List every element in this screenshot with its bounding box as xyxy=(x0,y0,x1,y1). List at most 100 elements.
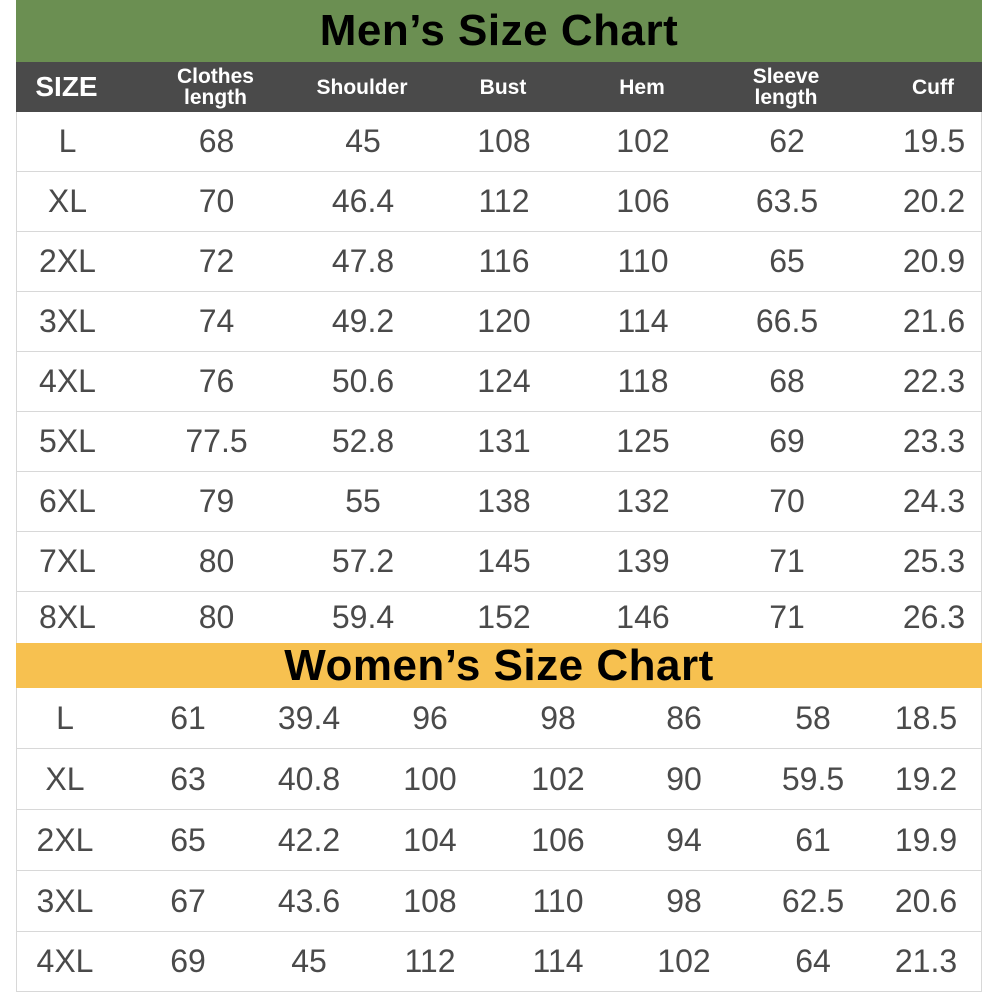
mens-value-cell: 45 xyxy=(345,123,381,159)
mens-value-cell: 112 xyxy=(478,183,530,219)
mens-value-cell: 102 xyxy=(616,123,670,159)
mens-value-cell: 19.5 xyxy=(902,123,966,159)
mens-size-cell: 6XL xyxy=(39,483,96,519)
womens-value-cell: 106 xyxy=(531,821,585,858)
mens-value-cell: 132 xyxy=(616,483,670,519)
mens-chart-title: Men’s Size Chart xyxy=(16,0,982,62)
mens-size-cell: 2XL xyxy=(39,243,96,279)
womens-size-cell: XL xyxy=(45,760,85,797)
mens-value-cell: 69 xyxy=(769,423,805,459)
womens-value-cell: 43.6 xyxy=(277,882,341,919)
header-clothes-length: Clothes length xyxy=(176,65,254,109)
womens-size-cell: L xyxy=(56,699,74,736)
womens-table-body: L 61 39.4 96 98 86 58 18.5 XL 63 40.8 100 102 90 59.5 1… xyxy=(16,688,982,992)
womens-value-cell: 18.5 xyxy=(894,699,958,736)
mens-value-cell: 71 xyxy=(769,543,805,579)
mens-value-cell: 110 xyxy=(617,243,669,279)
womens-value-cell: 63 xyxy=(170,760,206,797)
mens-table-row: 7XL 80 57.2 145 139 71 25.3 xyxy=(17,532,981,592)
mens-value-cell: 66.5 xyxy=(755,303,819,339)
mens-table-row: XL 70 46.4 112 106 63.5 20.2 xyxy=(17,172,981,232)
mens-value-cell: 106 xyxy=(616,183,670,219)
mens-value-cell: 22.3 xyxy=(902,363,966,399)
womens-value-cell: 102 xyxy=(531,760,585,797)
womens-value-cell: 65 xyxy=(170,821,206,858)
mens-size-cell: XL xyxy=(47,183,88,219)
mens-table-row: 3XL 74 49.2 120 114 66.5 21.6 xyxy=(17,292,981,352)
womens-table-row: 3XL 67 43.6 108 110 98 62.5 20.6 xyxy=(17,871,981,932)
womens-value-cell: 108 xyxy=(403,882,457,919)
header-sleeve-length: Sleeve length xyxy=(752,65,820,109)
womens-table-row: 4XL 69 45 112 114 102 64 21.3 xyxy=(17,932,981,992)
mens-value-cell: 46.4 xyxy=(331,183,395,219)
mens-value-cell: 70 xyxy=(769,483,805,519)
mens-value-cell: 57.2 xyxy=(331,543,395,579)
mens-value-cell: 114 xyxy=(617,303,669,339)
mens-value-cell: 152 xyxy=(477,599,531,635)
womens-size-cell: 2XL xyxy=(36,821,94,858)
header-shoulder: Shoulder xyxy=(316,75,408,99)
womens-value-cell: 94 xyxy=(666,821,702,858)
mens-value-cell: 138 xyxy=(477,483,531,519)
mens-table-body: L 68 45 108 102 62 19.5 XL 70 46.4 112 106 63.5 20.2 2… xyxy=(16,112,982,643)
womens-value-cell: 21.3 xyxy=(894,943,958,979)
womens-value-cell: 45 xyxy=(291,943,327,979)
mens-value-cell: 20.2 xyxy=(902,183,966,219)
mens-value-cell: 145 xyxy=(477,543,531,579)
header-bust: Bust xyxy=(479,75,527,99)
womens-size-cell: 4XL xyxy=(36,943,94,979)
womens-value-cell: 100 xyxy=(403,760,457,797)
mens-value-cell: 68 xyxy=(769,363,805,399)
womens-value-cell: 59.5 xyxy=(781,760,845,797)
mens-value-cell: 55 xyxy=(345,483,381,519)
womens-value-cell: 110 xyxy=(532,882,584,919)
mens-value-cell: 118 xyxy=(617,363,669,399)
womens-value-cell: 61 xyxy=(795,821,831,858)
mens-value-cell: 76 xyxy=(198,363,235,399)
womens-value-cell: 64 xyxy=(795,943,831,979)
mens-value-cell: 21.6 xyxy=(902,303,966,339)
mens-value-cell: 77.5 xyxy=(185,423,248,459)
mens-value-cell: 131 xyxy=(477,423,531,459)
mens-table-row: 2XL 72 47.8 116 110 65 20.9 xyxy=(17,232,981,292)
womens-value-cell: 112 xyxy=(404,943,456,979)
mens-value-cell: 79 xyxy=(198,483,235,519)
mens-table-row: 5XL 77.5 52.8 131 125 69 23.3 xyxy=(17,412,981,472)
size-chart-page: Men’s Size Chart SIZE Clothes length Sho… xyxy=(16,0,982,1000)
womens-value-cell: 40.8 xyxy=(277,760,341,797)
mens-value-cell: 50.6 xyxy=(331,363,395,399)
mens-size-cell: 4XL xyxy=(39,363,96,399)
womens-table-row: XL 63 40.8 100 102 90 59.5 19.2 xyxy=(17,749,981,810)
womens-value-cell: 102 xyxy=(657,943,711,979)
womens-value-cell: 98 xyxy=(666,882,702,919)
mens-value-cell: 20.9 xyxy=(902,243,966,279)
mens-value-cell: 146 xyxy=(616,599,670,635)
mens-value-cell: 25.3 xyxy=(902,543,966,579)
mens-size-cell: 3XL xyxy=(39,303,96,339)
mens-value-cell: 108 xyxy=(477,123,531,159)
mens-value-cell: 26.3 xyxy=(902,599,966,635)
mens-value-cell: 24.3 xyxy=(902,483,966,519)
mens-value-cell: 116 xyxy=(478,243,530,279)
womens-value-cell: 67 xyxy=(170,882,206,919)
mens-value-cell: 62 xyxy=(769,123,805,159)
womens-value-cell: 96 xyxy=(412,699,448,736)
mens-size-cell: 7XL xyxy=(39,543,96,579)
mens-size-cell: 8XL xyxy=(39,599,96,635)
mens-value-cell: 139 xyxy=(616,543,670,579)
womens-value-cell: 86 xyxy=(666,699,702,736)
mens-value-cell: 120 xyxy=(477,303,531,339)
mens-table-row: L 68 45 108 102 62 19.5 xyxy=(17,112,981,172)
mens-table-row: 4XL 76 50.6 124 118 68 22.3 xyxy=(17,352,981,412)
womens-value-cell: 104 xyxy=(403,821,457,858)
mens-header-row: SIZE Clothes length Shoulder Bust Hem Sl… xyxy=(16,62,982,112)
header-cuff: Cuff xyxy=(912,75,954,99)
mens-size-cell: 5XL xyxy=(39,423,96,459)
mens-table-row: 6XL 79 55 138 132 70 24.3 xyxy=(17,472,981,532)
womens-value-cell: 114 xyxy=(532,943,584,979)
mens-value-cell: 47.8 xyxy=(331,243,395,279)
womens-value-cell: 39.4 xyxy=(277,699,341,736)
mens-value-cell: 59.4 xyxy=(331,599,395,635)
mens-value-cell: 70 xyxy=(198,183,235,219)
mens-value-cell: 68 xyxy=(198,123,235,159)
